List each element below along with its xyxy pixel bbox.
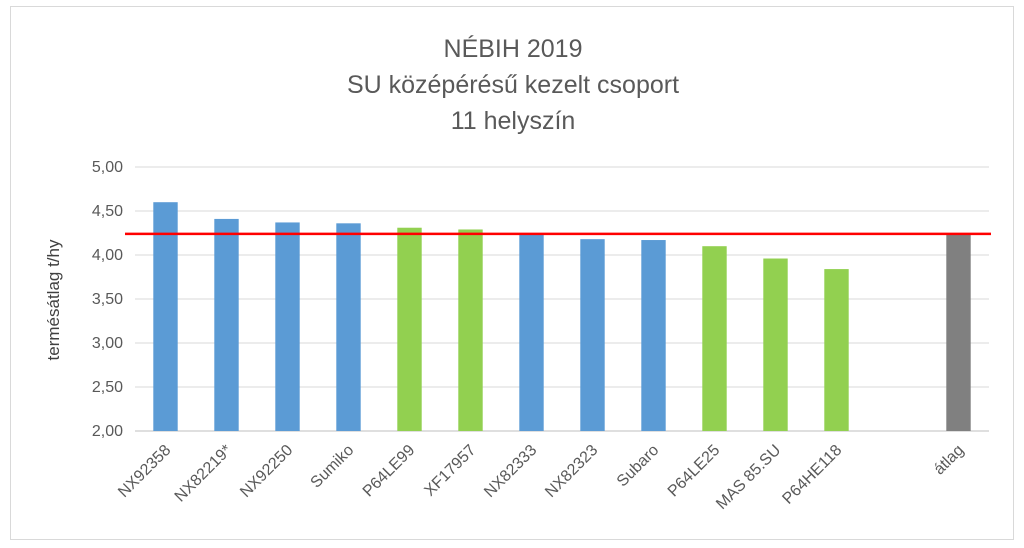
chart-frame: NÉBIH 2019 SU középérésű kezelt csoport … — [10, 6, 1014, 540]
category-label: NX92250 — [237, 442, 296, 501]
y-axis-title: termésátlag t/hy — [44, 239, 63, 360]
category-label: NX82219* — [172, 442, 236, 506]
category-label: P64HE118 — [779, 442, 845, 508]
chart-title-line-3: 11 helyszín — [451, 107, 576, 135]
chart-title-line-2: SU középérésű kezelt csoport — [347, 71, 679, 99]
category-label: P64LE25 — [665, 442, 724, 501]
y-tick-label: 3,00 — [92, 335, 123, 352]
bar — [519, 234, 544, 431]
category-label: NX82333 — [481, 442, 540, 501]
chart-title-line-1: NÉBIH 2019 — [444, 34, 583, 63]
bar — [763, 258, 788, 431]
bar — [458, 229, 483, 431]
y-axis-ticks: 2,00 2,50 3,00 3,50 4,00 4,50 5,00 — [92, 159, 123, 440]
y-tick-label: 4,00 — [92, 247, 123, 264]
y-tick-label: 5,00 — [92, 159, 123, 176]
category-label: Subaro — [614, 442, 663, 491]
category-label: NX92358 — [115, 442, 174, 501]
category-label: NX82323 — [542, 442, 601, 501]
bar — [214, 218, 239, 431]
bar — [275, 222, 300, 431]
bar-chart: NÉBIH 2019 SU középérésű kezelt csoport … — [44, 34, 991, 513]
bar — [824, 269, 849, 431]
gridlines — [135, 166, 989, 432]
category-label: P64LE99 — [360, 442, 419, 501]
y-tick-label: 2,00 — [92, 423, 123, 440]
y-tick-label: 3,50 — [92, 291, 123, 308]
bar — [946, 233, 971, 431]
category-label: átlag — [931, 442, 968, 479]
bar — [702, 246, 727, 431]
bar — [580, 239, 605, 431]
bar — [641, 240, 666, 431]
bar — [336, 223, 361, 431]
category-label: MAS 85.SU — [713, 442, 784, 513]
bars — [153, 202, 971, 431]
y-tick-label: 2,50 — [92, 379, 123, 396]
chart-title: NÉBIH 2019 SU középérésű kezelt csoport … — [347, 34, 679, 135]
category-label: XF17957 — [421, 442, 479, 500]
y-tick-label: 4,50 — [92, 203, 123, 220]
category-label: Sumiko — [308, 442, 358, 492]
bar — [397, 227, 422, 431]
bar — [153, 202, 178, 431]
